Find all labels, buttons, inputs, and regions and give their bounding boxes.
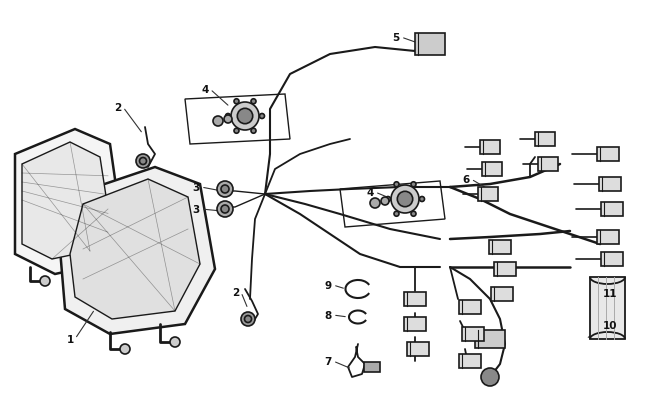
Bar (459, 300, 481, 314)
Circle shape (224, 116, 232, 124)
Bar (478, 188, 498, 202)
Circle shape (221, 185, 229, 194)
Polygon shape (70, 179, 200, 319)
Circle shape (385, 197, 391, 202)
Text: 11: 11 (603, 288, 618, 298)
Bar (597, 148, 619, 162)
Text: 5: 5 (393, 33, 400, 43)
Bar (494, 262, 516, 276)
Bar (459, 354, 481, 368)
Polygon shape (15, 130, 120, 274)
Circle shape (234, 100, 239, 104)
Bar (597, 230, 619, 244)
Bar (415, 34, 445, 56)
Polygon shape (60, 168, 215, 334)
Circle shape (251, 100, 256, 104)
Text: 3: 3 (192, 183, 200, 192)
Circle shape (391, 185, 419, 213)
Circle shape (394, 212, 399, 217)
Bar (364, 362, 380, 372)
Circle shape (40, 276, 50, 286)
Circle shape (411, 182, 416, 188)
Text: 2: 2 (114, 103, 122, 113)
Circle shape (394, 182, 399, 188)
Bar (601, 252, 623, 266)
Bar (599, 177, 621, 192)
Circle shape (259, 114, 265, 119)
Circle shape (217, 202, 233, 217)
Circle shape (231, 103, 259, 131)
Bar (404, 317, 426, 331)
Circle shape (217, 181, 233, 198)
Text: 4: 4 (367, 188, 374, 198)
Text: 6: 6 (462, 175, 469, 185)
Circle shape (370, 198, 380, 209)
Bar (601, 202, 623, 216)
Circle shape (237, 109, 253, 124)
Circle shape (221, 205, 229, 213)
Circle shape (251, 129, 256, 134)
Bar (407, 342, 429, 356)
Circle shape (170, 337, 180, 347)
Bar (462, 327, 484, 341)
Bar (538, 158, 558, 172)
Text: 1: 1 (66, 334, 73, 344)
Polygon shape (22, 143, 108, 259)
Bar (489, 241, 511, 254)
Circle shape (241, 312, 255, 326)
Circle shape (140, 158, 146, 165)
Circle shape (381, 198, 389, 205)
Bar (491, 287, 513, 301)
Bar (475, 330, 505, 348)
Text: 4: 4 (202, 85, 209, 95)
Text: 3: 3 (192, 205, 200, 215)
Circle shape (120, 344, 130, 354)
Bar (535, 133, 555, 147)
Bar (482, 162, 502, 177)
Circle shape (136, 155, 150, 168)
Text: 8: 8 (324, 310, 332, 320)
Circle shape (397, 192, 413, 207)
Bar (404, 292, 426, 306)
Text: 10: 10 (603, 320, 618, 330)
Circle shape (244, 316, 252, 323)
Circle shape (234, 129, 239, 134)
Circle shape (411, 212, 416, 217)
Text: 7: 7 (324, 356, 332, 366)
Text: 2: 2 (233, 287, 240, 297)
Text: 9: 9 (324, 280, 332, 290)
Circle shape (226, 114, 231, 119)
Bar (590, 277, 625, 339)
Circle shape (213, 117, 223, 127)
Circle shape (419, 197, 424, 202)
Bar (480, 141, 500, 155)
Circle shape (481, 368, 499, 386)
